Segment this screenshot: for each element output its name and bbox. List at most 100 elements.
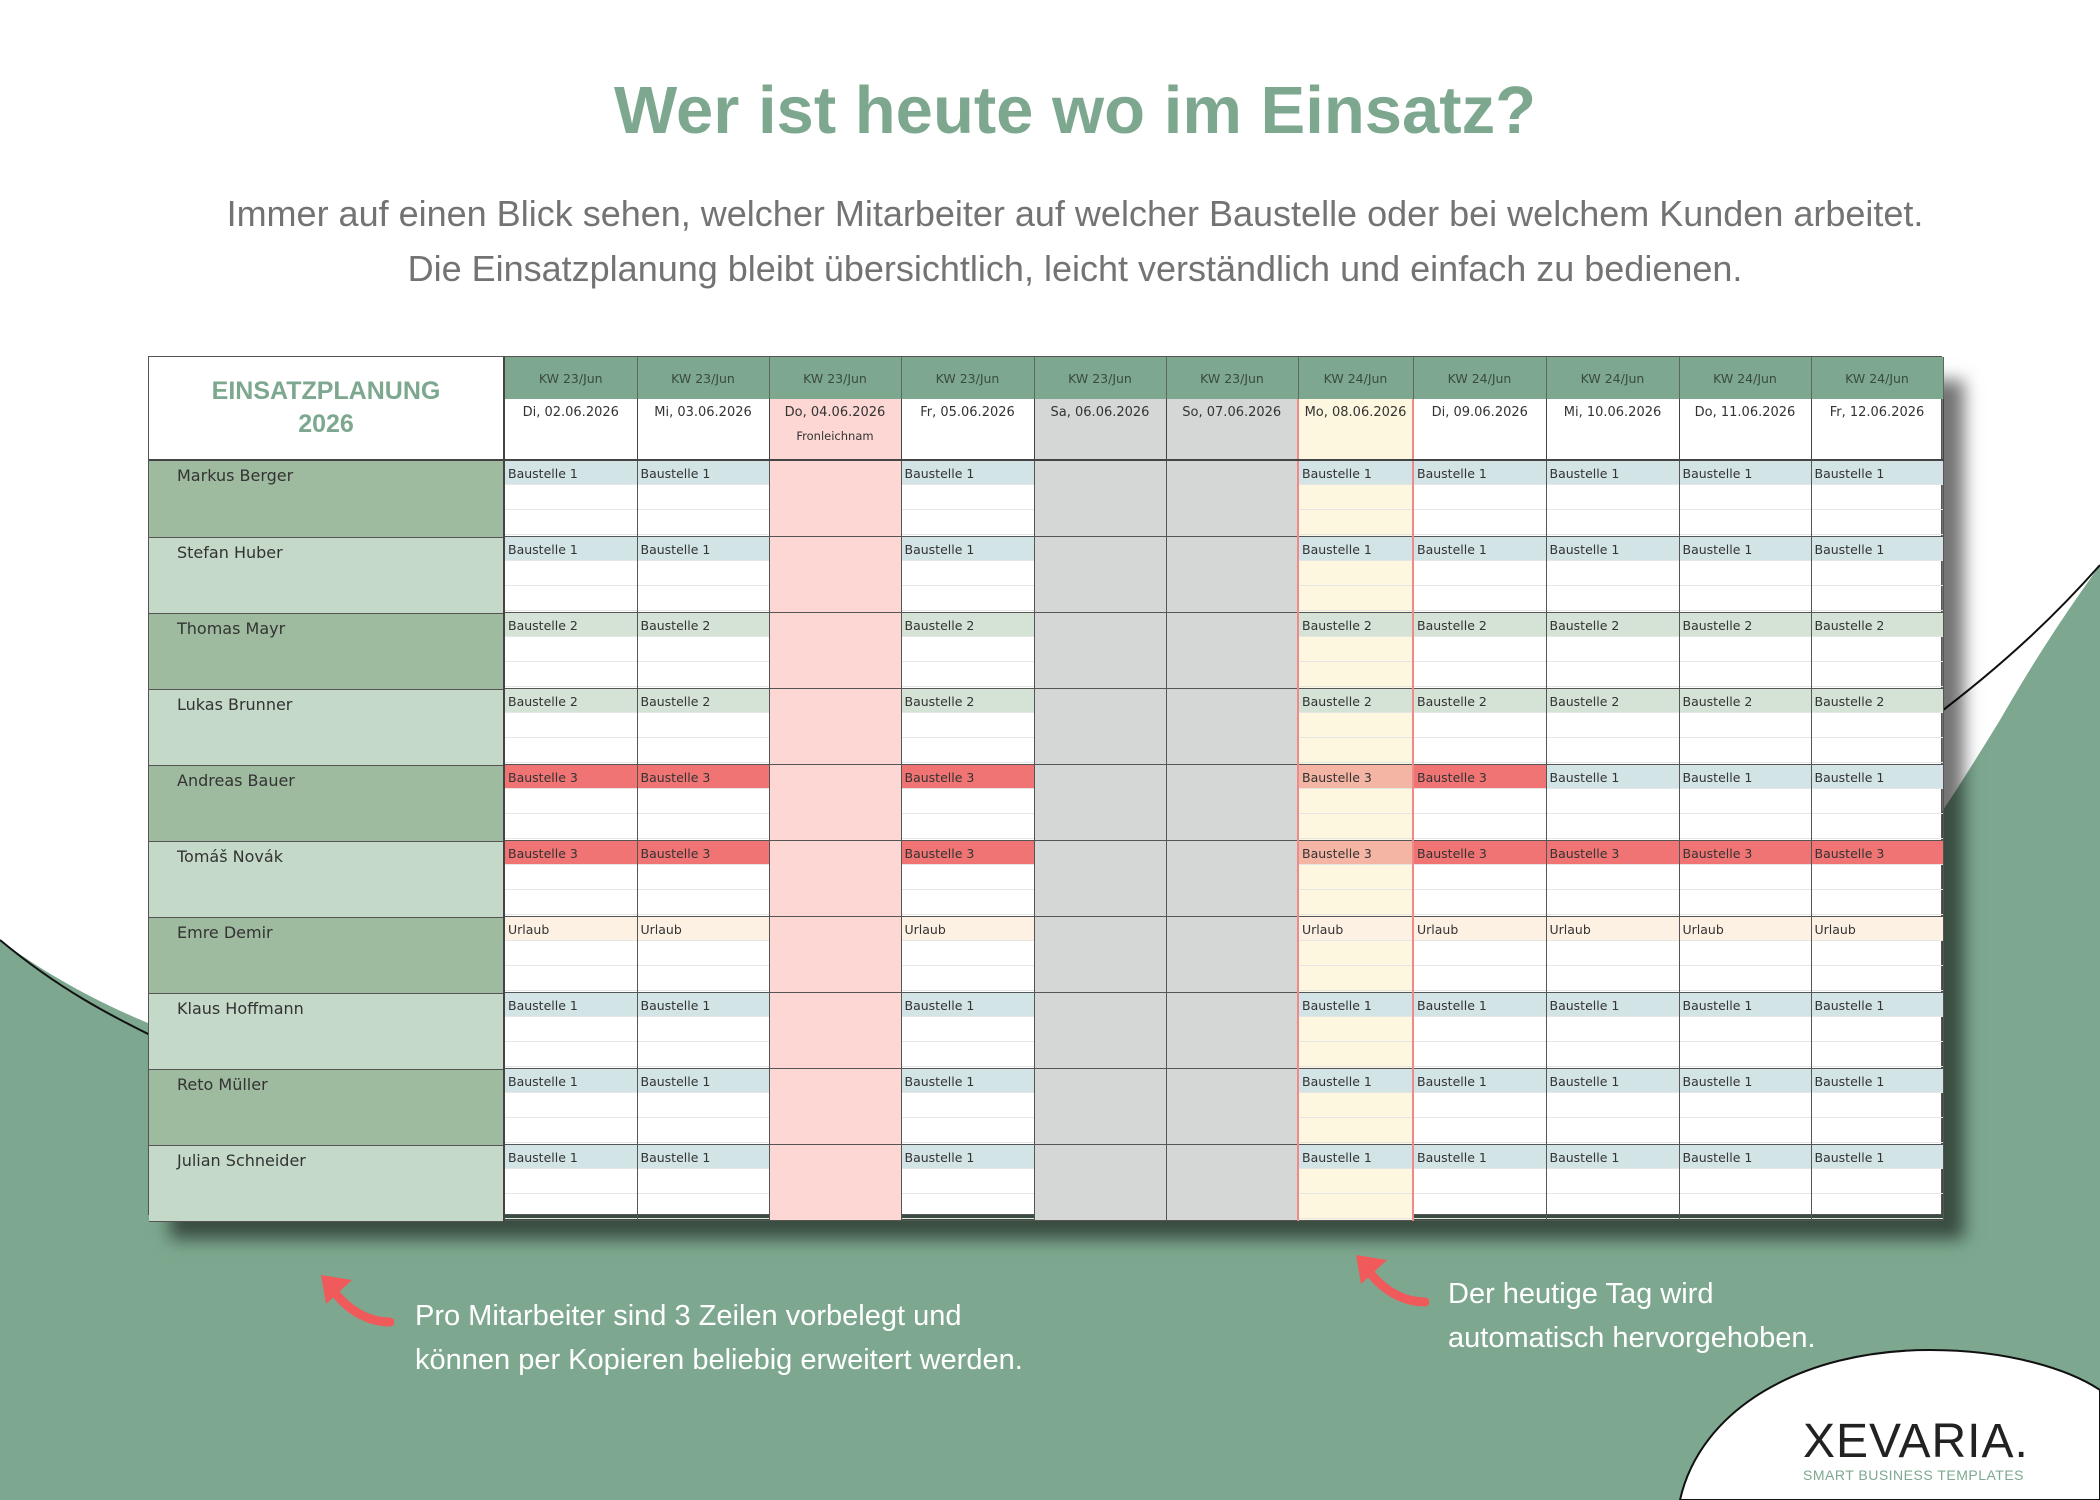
empty-slot[interactable] — [637, 662, 768, 687]
empty-slot[interactable] — [1811, 966, 1942, 991]
empty-slot[interactable] — [901, 1169, 1033, 1194]
assignment-cell[interactable]: Baustelle 2 — [901, 613, 1035, 689]
empty-slot[interactable] — [505, 1194, 636, 1219]
empty-slot[interactable] — [1414, 789, 1545, 814]
assignment-cell[interactable] — [1034, 460, 1167, 537]
empty-slot[interactable] — [901, 485, 1033, 510]
assignment-slot[interactable]: Baustelle 1 — [1679, 1069, 1810, 1093]
assignment-slot[interactable]: Urlaub — [1811, 917, 1942, 941]
empty-slot[interactable] — [901, 1017, 1033, 1042]
empty-slot[interactable] — [1300, 713, 1411, 738]
assignment-slot[interactable]: Baustelle 3 — [1414, 841, 1545, 865]
assignment-cell[interactable] — [1034, 1069, 1167, 1145]
assignment-cell[interactable]: Baustelle 2 — [504, 689, 638, 765]
date-header[interactable]: Fr, 12.06.2026 — [1811, 399, 1944, 461]
empty-slot[interactable] — [1546, 1042, 1678, 1067]
assignment-slot[interactable]: Baustelle 1 — [1811, 537, 1942, 561]
empty-slot[interactable] — [505, 485, 636, 510]
assignment-cell[interactable]: Baustelle 1 — [504, 460, 638, 537]
assignment-cell[interactable]: Baustelle 1 — [1413, 1145, 1547, 1221]
assignment-cell[interactable]: Baustelle 1 — [504, 993, 638, 1069]
assignment-cell[interactable] — [1166, 841, 1299, 917]
assignment-cell[interactable]: Baustelle 1 — [637, 1145, 770, 1221]
empty-slot[interactable] — [1679, 865, 1810, 890]
empty-slot[interactable] — [1811, 637, 1942, 662]
assignment-slot[interactable]: Baustelle 1 — [1414, 461, 1545, 485]
empty-slot[interactable] — [1811, 1118, 1942, 1143]
assignment-cell[interactable] — [1166, 917, 1299, 993]
assignment-slot[interactable]: Baustelle 1 — [1811, 765, 1942, 789]
empty-slot[interactable] — [1679, 1042, 1810, 1067]
assignment-cell[interactable]: Baustelle 1 — [1679, 765, 1812, 841]
assignment-cell[interactable]: Baustelle 1 — [1546, 460, 1680, 537]
empty-slot[interactable] — [1300, 1017, 1411, 1042]
assignment-cell[interactable]: Baustelle 1 — [637, 1069, 770, 1145]
assignment-slot[interactable]: Baustelle 3 — [1811, 841, 1942, 865]
empty-slot[interactable] — [1546, 1194, 1678, 1219]
empty-slot[interactable] — [901, 1118, 1033, 1143]
empty-slot[interactable] — [901, 586, 1033, 611]
empty-slot[interactable] — [637, 510, 768, 535]
employee-name[interactable]: Thomas Mayr — [149, 613, 505, 690]
assignment-cell[interactable]: Baustelle 3 — [1413, 841, 1547, 917]
empty-slot[interactable] — [1811, 941, 1942, 966]
empty-slot[interactable] — [637, 814, 768, 839]
empty-slot[interactable] — [505, 1093, 636, 1118]
assignment-slot[interactable]: Urlaub — [505, 917, 636, 941]
assignment-cell[interactable]: Baustelle 1 — [1811, 460, 1944, 537]
assignment-cell[interactable]: Baustelle 2 — [1679, 613, 1812, 689]
assignment-cell[interactable]: Baustelle 1 — [1679, 1145, 1812, 1221]
assignment-cell[interactable]: Baustelle 1 — [637, 460, 770, 537]
empty-slot[interactable] — [1679, 814, 1810, 839]
assignment-slot[interactable]: Baustelle 3 — [505, 765, 636, 789]
assignment-cell[interactable]: Baustelle 2 — [637, 689, 770, 765]
empty-slot[interactable] — [637, 890, 768, 915]
assignment-slot[interactable]: Baustelle 1 — [1414, 1069, 1545, 1093]
empty-slot[interactable] — [1679, 1194, 1810, 1219]
empty-slot[interactable] — [637, 485, 768, 510]
assignment-cell[interactable]: Baustelle 2 — [637, 613, 770, 689]
empty-slot[interactable] — [1811, 890, 1942, 915]
empty-slot[interactable] — [1546, 510, 1678, 535]
assignment-slot[interactable]: Baustelle 1 — [901, 993, 1033, 1017]
empty-slot[interactable] — [505, 966, 636, 991]
assignment-cell[interactable]: Baustelle 2 — [1546, 689, 1680, 765]
assignment-slot[interactable]: Baustelle 3 — [637, 765, 768, 789]
assignment-slot[interactable]: Baustelle 1 — [1811, 1069, 1942, 1093]
assignment-cell[interactable] — [1166, 1069, 1299, 1145]
assignment-slot[interactable]: Baustelle 2 — [637, 613, 768, 637]
assignment-cell[interactable] — [1034, 613, 1167, 689]
empty-slot[interactable] — [637, 586, 768, 611]
empty-slot[interactable] — [1300, 485, 1411, 510]
employee-name[interactable]: Andreas Bauer — [149, 765, 505, 842]
empty-slot[interactable] — [505, 890, 636, 915]
date-header[interactable]: Mi, 03.06.2026 — [637, 399, 770, 461]
empty-slot[interactable] — [901, 789, 1033, 814]
empty-slot[interactable] — [505, 510, 636, 535]
empty-slot[interactable] — [1546, 586, 1678, 611]
empty-slot[interactable] — [1414, 510, 1545, 535]
date-header[interactable]: Fr, 05.06.2026 — [901, 399, 1035, 461]
empty-slot[interactable] — [637, 1093, 768, 1118]
empty-slot[interactable] — [1811, 738, 1942, 763]
assignment-slot[interactable]: Baustelle 1 — [1679, 765, 1810, 789]
empty-slot[interactable] — [1546, 1118, 1678, 1143]
empty-slot[interactable] — [505, 561, 636, 586]
assignment-cell[interactable] — [1166, 993, 1299, 1069]
empty-slot[interactable] — [1414, 738, 1545, 763]
assignment-cell[interactable] — [769, 689, 902, 765]
assignment-slot[interactable]: Baustelle 1 — [505, 993, 636, 1017]
empty-slot[interactable] — [1414, 1093, 1545, 1118]
date-header[interactable]: Do, 11.06.2026 — [1679, 399, 1812, 461]
empty-slot[interactable] — [1679, 510, 1810, 535]
empty-slot[interactable] — [1300, 510, 1411, 535]
date-header[interactable]: Do, 04.06.2026 Fronleichnam — [769, 399, 902, 461]
empty-slot[interactable] — [505, 941, 636, 966]
empty-slot[interactable] — [637, 966, 768, 991]
assignment-slot[interactable]: Baustelle 2 — [1679, 613, 1810, 637]
empty-slot[interactable] — [505, 637, 636, 662]
assignment-cell[interactable]: Urlaub — [1413, 917, 1547, 993]
empty-slot[interactable] — [637, 789, 768, 814]
empty-slot[interactable] — [505, 1169, 636, 1194]
assignment-slot[interactable]: Baustelle 2 — [505, 613, 636, 637]
